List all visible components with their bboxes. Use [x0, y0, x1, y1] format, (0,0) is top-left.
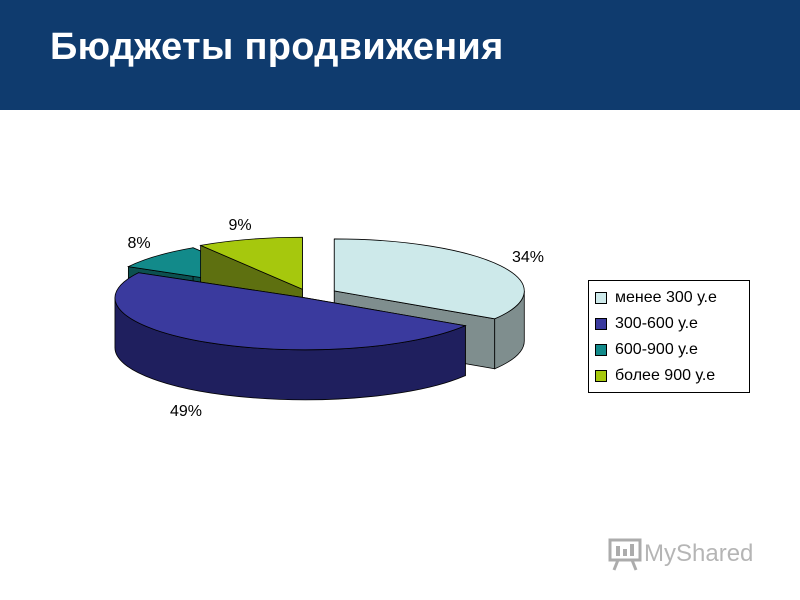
legend-label: более 900 у.е [615, 367, 716, 384]
legend-swatch [595, 292, 607, 304]
legend-swatch [595, 370, 607, 382]
legend-label: 300-600 у.е [615, 315, 698, 332]
pie-slice [199, 236, 303, 290]
data-label: 8% [127, 235, 150, 252]
legend-item: более 900 у.е [595, 363, 749, 389]
pie-sides [114, 236, 525, 401]
legend-label: 600-900 у.е [615, 341, 698, 358]
header-bar: Бюджеты продвижения [0, 0, 800, 110]
data-label: 49% [170, 403, 202, 420]
pie-slice [333, 238, 525, 320]
data-label: 9% [228, 217, 251, 234]
presentation-board-icon [608, 538, 642, 571]
legend-item: 300-600 у.е [595, 311, 749, 337]
pie-labels: 34% 49% 8% 9% [127, 217, 544, 420]
page-title: Бюджеты продвижения [50, 26, 504, 68]
legend-item: менее 300 у.е [595, 285, 749, 311]
chart-legend: менее 300 у.е 300-600 у.е 600-900 у.е бо… [588, 280, 750, 393]
legend-swatch [595, 344, 607, 356]
watermark-text: MyShared [644, 540, 754, 567]
watermark: MyShared [608, 536, 753, 572]
legend-item: 600-900 у.е [595, 337, 749, 363]
pie-slice [114, 272, 467, 351]
data-label: 34% [512, 249, 544, 266]
legend-swatch [595, 318, 607, 330]
legend-label: менее 300 у.е [615, 289, 717, 306]
